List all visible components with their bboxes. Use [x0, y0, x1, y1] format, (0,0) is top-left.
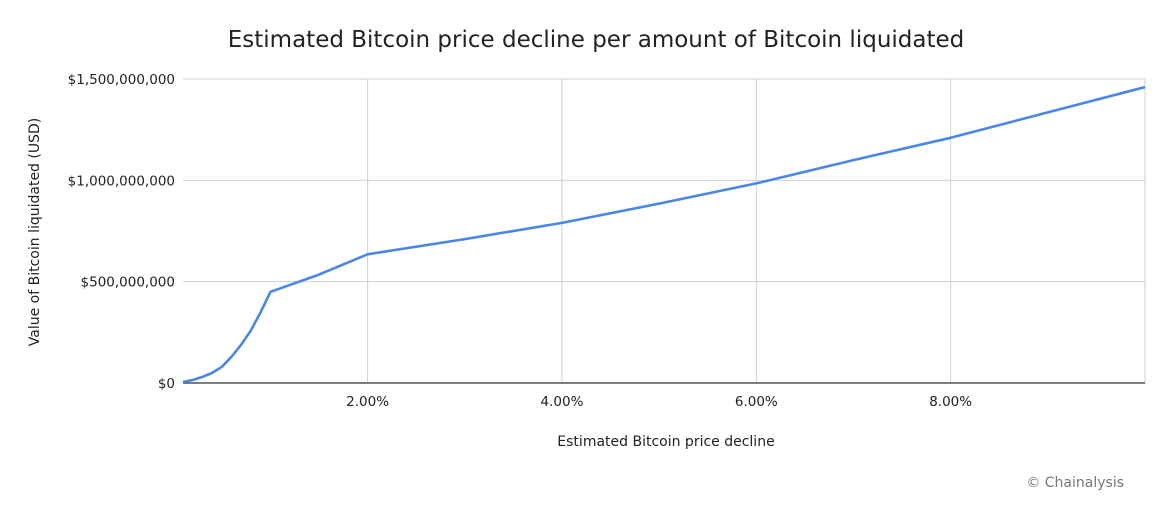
y-tick-label: $500,000,000: [81, 275, 175, 291]
x-tick-label: 4.00%: [541, 394, 584, 410]
chart-title: Estimated Bitcoin price decline per amou…: [228, 27, 965, 53]
y-tick-label: $1,500,000,000: [68, 72, 175, 88]
x-tick-label: 6.00%: [735, 394, 778, 410]
y-axis: $0 $500,000,000 $1,000,000,000 $1,500,000,0…: [68, 72, 175, 392]
credit: © Chainalysis: [1026, 475, 1124, 491]
x-axis: 2.00% 4.00% 6.00% 8.00%: [346, 394, 972, 410]
x-tick-label: 2.00%: [346, 394, 389, 410]
y-tick-label: $1,000,000,000: [68, 173, 175, 189]
y-axis-label: Value of Bitcoin liquidated (USD): [27, 118, 43, 346]
series: [182, 85, 1146, 384]
grid: [183, 78, 1146, 384]
x-axis-label: Estimated Bitcoin price decline: [557, 434, 774, 450]
y-tick-label: $0: [158, 376, 175, 392]
x-tick-label: 8.00%: [929, 394, 972, 410]
series-line: [182, 85, 1146, 384]
